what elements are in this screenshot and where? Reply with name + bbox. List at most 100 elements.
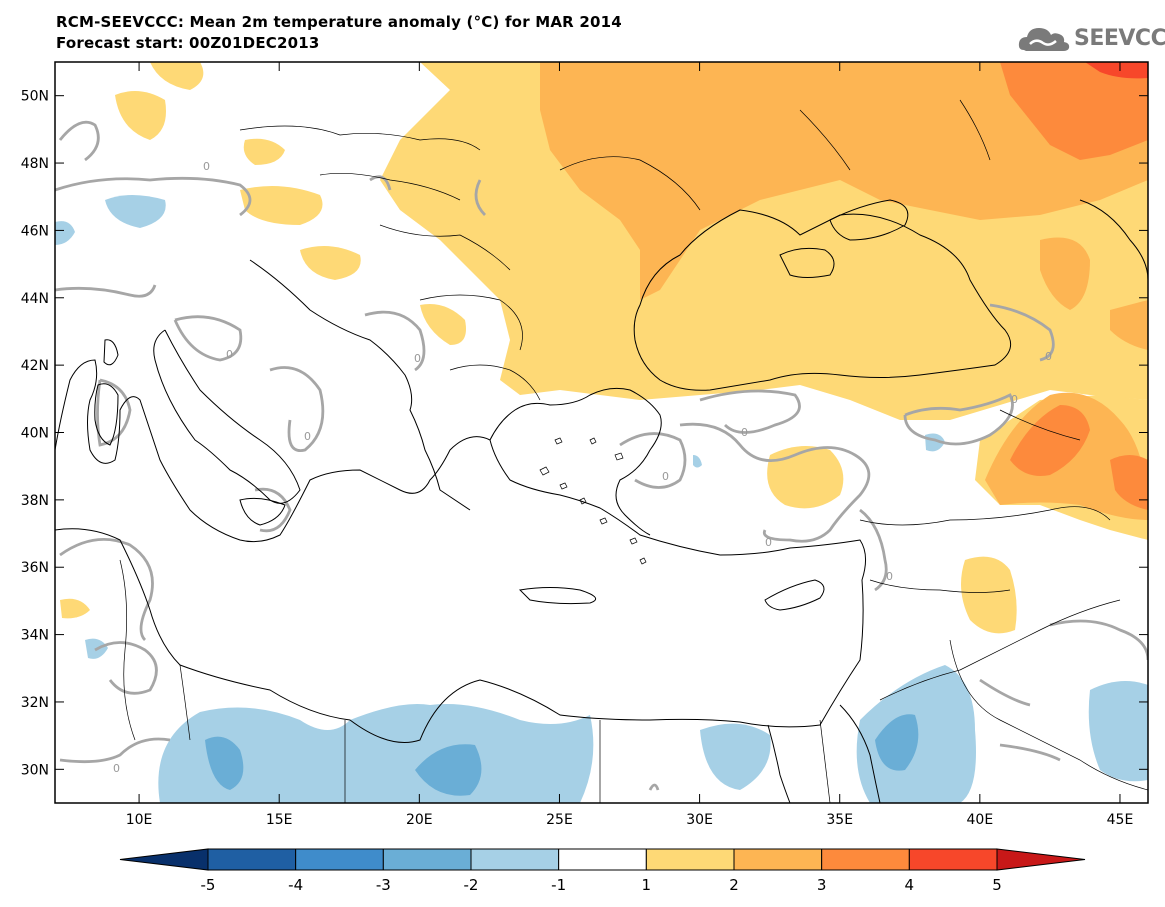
colorbar-label: -2 bbox=[464, 876, 479, 894]
svg-text:0: 0 bbox=[1011, 393, 1018, 406]
anomaly-band-cold-1-2-sinai bbox=[700, 723, 771, 790]
colorbar: -5 -4 -3 -2 -1 1 2 3 4 5 bbox=[119, 848, 1086, 894]
anomaly-band-3-4-iran bbox=[1110, 455, 1148, 510]
caspian-coast bbox=[1079, 199, 1148, 281]
anomaly-band-1-2-syria bbox=[961, 556, 1017, 634]
anomaly-band-1-2-turkey bbox=[767, 446, 844, 509]
colorbar-label: -4 bbox=[288, 876, 303, 894]
anomaly-band-4-5-volga bbox=[1085, 62, 1148, 79]
suez bbox=[767, 724, 791, 803]
colorbar-box bbox=[908, 848, 998, 871]
anomaly-band-cold-1-2-france bbox=[55, 221, 75, 245]
lat-tick-label: 50N bbox=[21, 89, 49, 105]
colorbar-box bbox=[295, 848, 384, 871]
lat-tick-label: 34N bbox=[21, 628, 49, 644]
corsica bbox=[103, 339, 119, 366]
anomaly-band-1-2-northsmall bbox=[150, 62, 204, 90]
map-title: RCM-SEEVCCC: Mean 2m temperature anomaly… bbox=[56, 13, 622, 31]
lat-tick-label: 36N bbox=[21, 560, 49, 576]
sardinia bbox=[94, 383, 119, 446]
svg-text:0: 0 bbox=[226, 348, 233, 361]
lat-tick-label: 40N bbox=[21, 426, 49, 442]
red-sea-gulf bbox=[839, 704, 881, 803]
svg-text:0: 0 bbox=[304, 430, 311, 443]
borders bbox=[119, 99, 1148, 803]
anomaly-band-2-3-caspian bbox=[1040, 237, 1090, 310]
anomaly-band-1-2-libya-coast bbox=[60, 598, 90, 619]
svg-text:0: 0 bbox=[1045, 350, 1052, 363]
svg-text:0: 0 bbox=[113, 762, 120, 775]
anomaly-band-1-2-italy-small bbox=[115, 91, 166, 140]
lat-tick-label: 38N bbox=[21, 493, 49, 509]
colorbar-label: 5 bbox=[992, 876, 1002, 894]
svg-text:0: 0 bbox=[765, 536, 772, 549]
azov-coast bbox=[829, 199, 909, 241]
map-subtitle: Forecast start: 00Z01DEC2013 bbox=[56, 34, 320, 52]
anomaly-band-1-2-bohemia bbox=[243, 138, 285, 165]
lat-tick-label: 44N bbox=[21, 291, 49, 307]
crete bbox=[518, 587, 597, 605]
colorbar-label: 4 bbox=[905, 876, 915, 894]
anomaly-band-cold-1-2-turkey-w bbox=[693, 455, 702, 468]
sicily bbox=[239, 497, 286, 526]
anomaly-band-2-3-caspian-e bbox=[1110, 300, 1148, 350]
svg-text:0: 0 bbox=[203, 160, 210, 173]
lon-tick-label: 20E bbox=[406, 812, 433, 828]
logo-text: SEEVCCC bbox=[1074, 26, 1165, 51]
coastlines bbox=[55, 199, 1148, 803]
svg-text:0: 0 bbox=[662, 470, 669, 483]
colorbar-box bbox=[207, 848, 297, 871]
lon-tick-label: 25E bbox=[546, 812, 573, 828]
lat-tick-label: 46N bbox=[21, 223, 49, 239]
anomaly-band-cold-2-3-egypt bbox=[415, 744, 482, 796]
svg-text:0: 0 bbox=[741, 426, 748, 439]
cloud-icon bbox=[1018, 28, 1070, 51]
svg-text:0: 0 bbox=[414, 352, 421, 365]
anomaly-band-1-2-hungary bbox=[300, 246, 361, 280]
colorbar-box bbox=[645, 848, 735, 871]
anomaly-band-cold-1-2-iraq bbox=[1088, 681, 1148, 782]
mediterranean-coast bbox=[55, 359, 866, 743]
colorbar-box bbox=[733, 848, 823, 871]
lon-tick-label: 40E bbox=[967, 812, 994, 828]
cyprus bbox=[764, 579, 825, 611]
colorbar-box bbox=[382, 848, 472, 871]
italy bbox=[153, 329, 301, 504]
anomaly-band-3-4-russia bbox=[1000, 62, 1148, 160]
colorbar-label: -5 bbox=[201, 876, 216, 894]
colorbar-box bbox=[558, 848, 647, 871]
lat-tick-label: 30N bbox=[21, 762, 49, 778]
colorbar-box bbox=[821, 848, 910, 871]
crimea bbox=[779, 247, 835, 278]
colorbar-min-triangle bbox=[119, 848, 209, 871]
zero-contours bbox=[55, 120, 1148, 791]
black-sea-coast bbox=[633, 209, 1012, 391]
anomaly-band-1-2-bosnia bbox=[420, 304, 466, 345]
zero-contour-labels: 0 0 0 0 0 0 0 0 0 0 0 bbox=[113, 160, 1052, 775]
lon-tick-label: 30E bbox=[686, 812, 713, 828]
colorbar-max-triangle bbox=[996, 848, 1086, 871]
colorbar-label: 2 bbox=[729, 876, 739, 894]
anomaly-band-3-4-armenia bbox=[1010, 405, 1090, 476]
aegean-coast bbox=[489, 387, 662, 536]
adriatic-coast bbox=[249, 259, 471, 511]
anomaly-band-cold-1-2-egypt bbox=[158, 704, 594, 803]
anomaly-band-2-3-ukraine bbox=[540, 62, 1148, 300]
colorbar-label: 1 bbox=[642, 876, 652, 894]
colorbar-label: -1 bbox=[551, 876, 566, 894]
anomaly-band-cold-2-3-arabia bbox=[875, 714, 919, 771]
anomaly-band-1-2-alps bbox=[240, 186, 323, 225]
anomaly-band-cold-1-2-alps bbox=[105, 195, 166, 228]
longitude-axis: 10E 15E 20E 25E 30E 35E 40E 45E bbox=[126, 62, 1133, 828]
lon-tick-label: 15E bbox=[266, 812, 293, 828]
anomaly-field: 0 0 0 0 0 0 0 0 0 0 0 bbox=[55, 62, 1148, 803]
lon-tick-label: 10E bbox=[126, 812, 153, 828]
seevccc-logo: SEEVCCC bbox=[1016, 22, 1165, 58]
lon-tick-label: 35E bbox=[826, 812, 853, 828]
lat-tick-label: 42N bbox=[21, 358, 49, 374]
islands bbox=[539, 437, 647, 565]
colorbar-box bbox=[470, 848, 560, 871]
svg-text:0: 0 bbox=[886, 570, 893, 583]
colorbar-label: 3 bbox=[817, 876, 827, 894]
